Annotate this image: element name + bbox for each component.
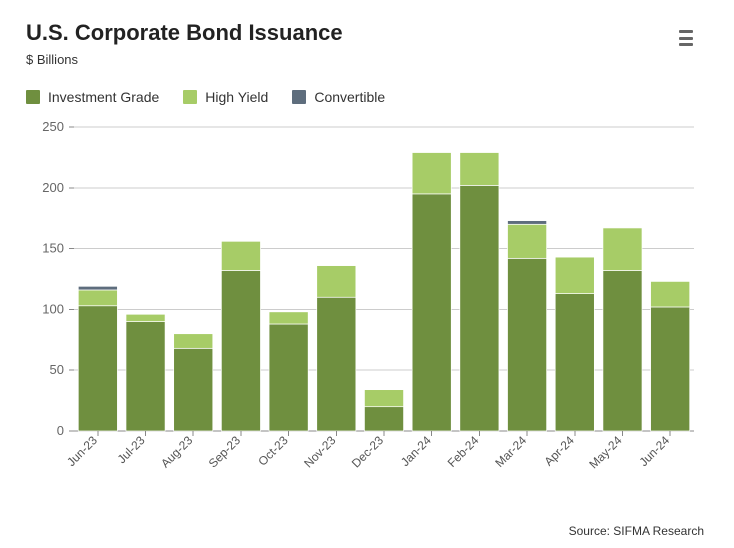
bar-segment[interactable] <box>555 294 594 431</box>
bar-segment[interactable] <box>603 271 642 432</box>
chart-legend: Investment Grade High Yield Convertible <box>26 89 708 105</box>
legend-item[interactable]: High Yield <box>183 89 268 105</box>
bar-segment[interactable] <box>174 349 213 432</box>
y-axis-label: 0 <box>57 423 64 438</box>
stacked-bar-chart: 0 50 100 150 200 250 Jun-23 Jul-23 Aug-23 Sep-23 O… <box>26 119 706 479</box>
x-axis-label: Mar-24 <box>492 433 529 470</box>
y-axis-label: 50 <box>50 363 64 378</box>
hamburger-menu-icon[interactable] <box>676 30 696 46</box>
bar-segment[interactable] <box>364 390 403 407</box>
bar-segment[interactable] <box>460 153 499 186</box>
bar-segment[interactable] <box>269 312 308 324</box>
chart-container: U.S. Corporate Bond Issuance $ Billions … <box>0 0 734 548</box>
bar-segment[interactable] <box>412 194 451 431</box>
x-axis-label: Sep-23 <box>206 433 243 470</box>
x-axis-label: Feb-24 <box>445 433 482 470</box>
bar-segment[interactable] <box>508 259 547 432</box>
legend-item[interactable]: Investment Grade <box>26 89 159 105</box>
x-axis-label: Dec-23 <box>349 433 386 470</box>
bar-segment[interactable] <box>651 307 690 431</box>
bar-segment[interactable] <box>126 322 165 431</box>
bar-segment[interactable] <box>364 407 403 431</box>
bar-segment[interactable] <box>317 266 356 298</box>
bar-segment[interactable] <box>126 315 165 322</box>
bar-segment[interactable] <box>412 153 451 194</box>
x-axis-label: Jan-24 <box>398 433 434 469</box>
x-axis-label: Aug-23 <box>158 433 195 470</box>
y-axis-label: 200 <box>42 180 64 195</box>
chart-title: U.S. Corporate Bond Issuance <box>26 20 708 46</box>
x-axis-label: Jul-23 <box>115 433 148 466</box>
bar-segment[interactable] <box>603 228 642 271</box>
legend-swatch <box>183 90 197 104</box>
bar-segment[interactable] <box>651 282 690 308</box>
legend-label: Investment Grade <box>48 89 159 105</box>
x-axis-label: Oct-23 <box>255 433 291 469</box>
bar-segment[interactable] <box>221 271 260 432</box>
legend-swatch <box>26 90 40 104</box>
y-axis-label: 250 <box>42 119 64 134</box>
legend-label: High Yield <box>205 89 268 105</box>
bar-segment[interactable] <box>78 287 117 291</box>
chart-source: Source: SIFMA Research <box>569 524 704 538</box>
bar-segment[interactable] <box>78 306 117 431</box>
bar-segment[interactable] <box>508 221 547 225</box>
y-axis-label: 100 <box>42 302 64 317</box>
bar-segment[interactable] <box>317 298 356 432</box>
x-axis-label: May-24 <box>586 433 624 471</box>
legend-item[interactable]: Convertible <box>292 89 385 105</box>
bar-segment[interactable] <box>78 290 117 306</box>
chart-plot-area: 0 50 100 150 200 250 Jun-23 Jul-23 Aug-23 Sep-23 O… <box>26 119 708 479</box>
bar-segment[interactable] <box>508 225 547 259</box>
legend-label: Convertible <box>314 89 385 105</box>
chart-subtitle: $ Billions <box>26 52 708 67</box>
bar-segment[interactable] <box>174 334 213 349</box>
bar-segment[interactable] <box>555 258 594 294</box>
bar-segment[interactable] <box>460 186 499 432</box>
bar-segment[interactable] <box>221 242 260 271</box>
bar-segment[interactable] <box>269 324 308 431</box>
x-axis-label: Apr-24 <box>542 433 578 469</box>
legend-swatch <box>292 90 306 104</box>
x-axis-label: Jun-23 <box>64 433 100 469</box>
y-axis-label: 150 <box>42 241 64 256</box>
x-axis-label: Jun-24 <box>636 433 672 469</box>
x-axis-label: Nov-23 <box>301 433 338 470</box>
